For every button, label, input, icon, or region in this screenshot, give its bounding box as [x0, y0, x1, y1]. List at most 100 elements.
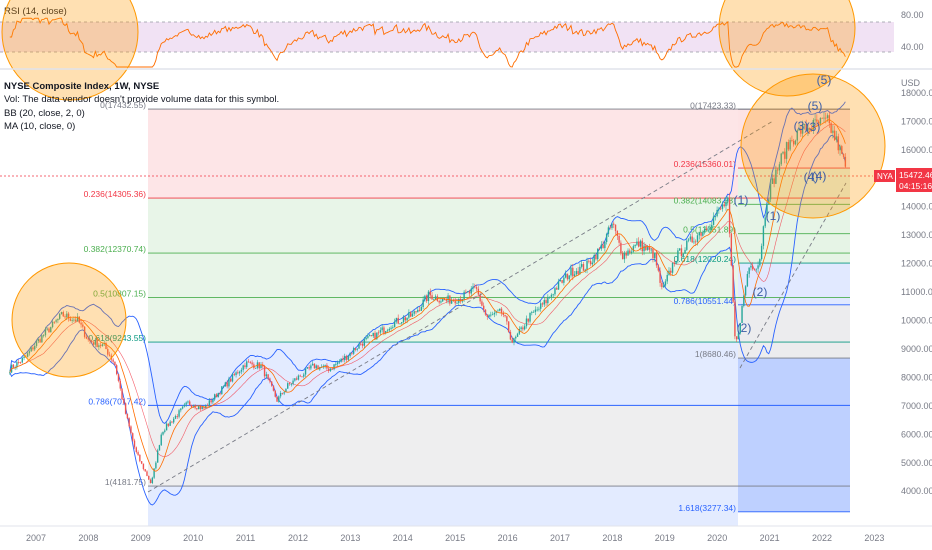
- candle-body: [187, 401, 189, 403]
- candle-body: [547, 296, 549, 304]
- candle-body: [41, 335, 43, 343]
- candle-body: [793, 140, 795, 145]
- candle-body: [292, 380, 294, 384]
- candle-body: [750, 265, 752, 268]
- candle-body: [502, 312, 505, 315]
- wave-label: (4): [804, 170, 819, 184]
- candle-body: [276, 396, 278, 402]
- candle-body: [105, 342, 107, 350]
- candle-body: [800, 128, 802, 134]
- candle-body: [140, 461, 143, 464]
- candle-body: [629, 250, 631, 253]
- candle-body: [662, 285, 665, 288]
- candle-body: [723, 204, 725, 207]
- fib-level-lines: [148, 108, 850, 513]
- bb-legend[interactable]: BB (20, close, 2, 0): [4, 108, 85, 119]
- price-axis[interactable]: USD 18000.0017000.0016000.0015000.001400…: [901, 78, 932, 496]
- candle-body: [301, 376, 303, 378]
- candle-body: [190, 405, 193, 408]
- candle-body: [383, 327, 385, 334]
- candle-body: [491, 314, 494, 316]
- currency-label: USD: [901, 78, 921, 88]
- candle-body: [203, 406, 205, 409]
- candle-body: [167, 423, 170, 426]
- candle-body: [66, 313, 68, 318]
- candle-body: [299, 375, 301, 377]
- candle-body: [798, 128, 800, 131]
- fib-zone-left: [148, 109, 738, 199]
- candle-body: [719, 208, 722, 210]
- ma-legend[interactable]: MA (10, close, 0): [4, 121, 75, 132]
- candle-body: [655, 252, 658, 266]
- candle-body: [780, 153, 782, 165]
- time-tick-label: 2019: [655, 533, 675, 543]
- candle-body: [678, 248, 681, 251]
- candle-body: [80, 322, 82, 325]
- candle-body: [304, 368, 307, 375]
- candle-body: [785, 142, 788, 159]
- candle-body: [760, 245, 763, 260]
- candle-body: [67, 313, 70, 319]
- candle-body: [778, 164, 781, 171]
- highlight-circle-2022: [740, 73, 886, 219]
- candle-body: [470, 288, 472, 294]
- candle-body: [115, 365, 118, 375]
- candle-body: [463, 291, 465, 300]
- candle-body: [274, 390, 276, 397]
- candle-body: [381, 327, 383, 331]
- candle-body: [199, 406, 202, 410]
- candle-body: [251, 362, 253, 365]
- time-axis[interactable]: 2007 2008 2009 2010 2011 2012 2013 2014 2015 2016…: [26, 533, 884, 543]
- candle-body: [566, 273, 569, 280]
- candle-body: [538, 308, 540, 310]
- bb-lower: [9, 135, 846, 506]
- candle-body: [732, 265, 734, 302]
- candle-body: [180, 408, 182, 411]
- highlight-circle-2008: [11, 262, 127, 378]
- candle-body: [752, 265, 754, 270]
- time-tick-label: 2009: [131, 533, 151, 543]
- candle-body: [584, 269, 586, 271]
- candle-body: [156, 450, 159, 463]
- symbol-tag-text: NYA: [877, 172, 894, 181]
- candle-body: [142, 463, 145, 470]
- candle-body: [664, 281, 667, 286]
- candle-body: [759, 259, 761, 266]
- candle-body: [351, 352, 353, 354]
- candle-body: [458, 298, 460, 303]
- ma-line: [9, 119, 846, 472]
- candle-body: [725, 201, 727, 207]
- candle-body: [413, 311, 415, 314]
- candle-body: [283, 392, 285, 394]
- candle-body: [55, 320, 57, 322]
- candle-body: [60, 312, 63, 315]
- candle-body: [450, 300, 453, 304]
- candle-body: [466, 291, 469, 293]
- candle-body: [730, 233, 733, 266]
- time-tick-label: 2020: [707, 533, 727, 543]
- candle-body: [34, 345, 36, 350]
- candle-body: [96, 339, 98, 348]
- candle-body: [164, 430, 166, 432]
- moving-average: [9, 119, 846, 472]
- candle-body: [764, 217, 766, 227]
- candle-body: [459, 298, 462, 302]
- bollinger-bands: [9, 101, 846, 506]
- candle-body: [801, 124, 804, 134]
- fib-zone-left: [148, 297, 738, 343]
- candle-body: [58, 314, 61, 319]
- candle-body: [409, 312, 412, 317]
- candle-body: [263, 366, 266, 377]
- candle-body: [144, 469, 146, 472]
- candle-body: [149, 479, 152, 484]
- candle-body: [577, 271, 579, 275]
- candle-body: [365, 337, 367, 340]
- candle-body: [158, 445, 161, 451]
- candle-body: [716, 209, 718, 217]
- candle-body: [319, 367, 321, 370]
- fib-zone-left: [148, 253, 738, 298]
- candle-body: [499, 308, 501, 311]
- candle-body: [686, 240, 688, 250]
- price-tick-label: 17000.00: [901, 116, 932, 126]
